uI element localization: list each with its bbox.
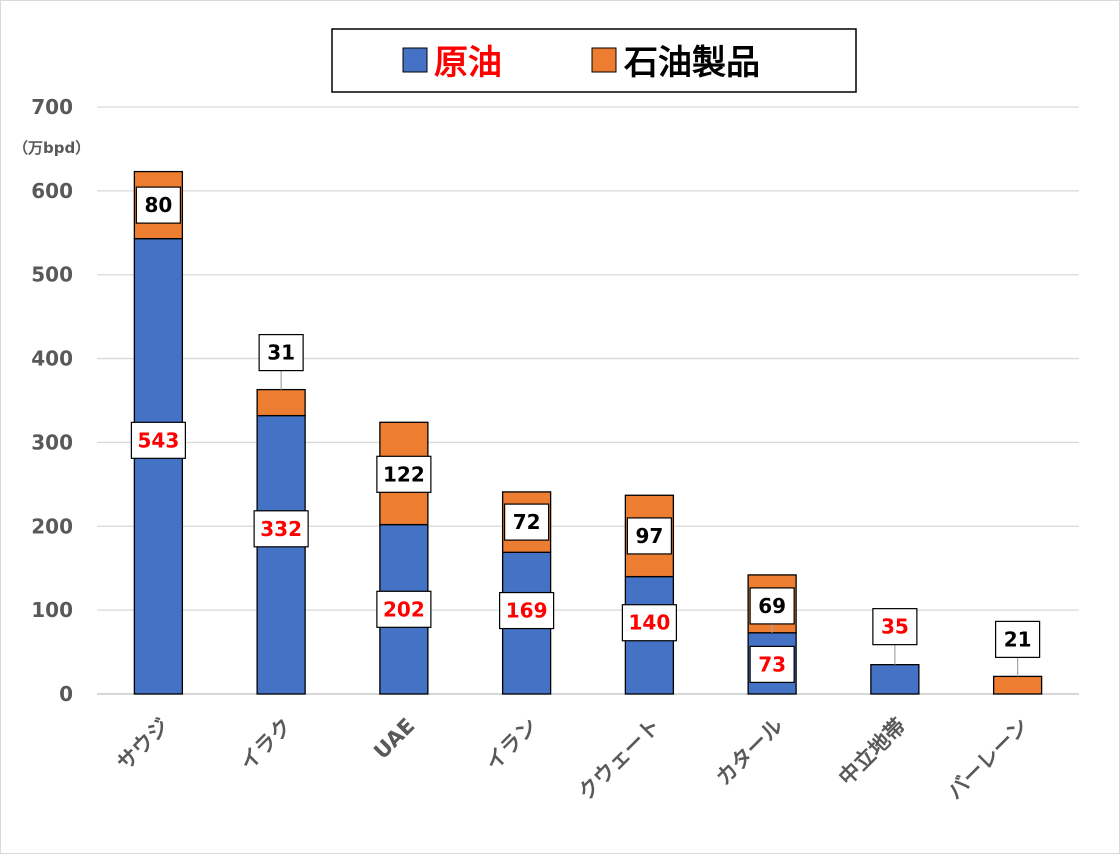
data-label-products: 72 bbox=[513, 510, 541, 534]
x-tick-label: クウェート bbox=[574, 714, 665, 805]
y-tick-label: 300 bbox=[31, 430, 73, 454]
legend-swatch-crude bbox=[402, 47, 428, 73]
data-label-products: 97 bbox=[635, 524, 663, 548]
x-axis: サウジ イラク UAE イラン クウェート カタール 中立地帯 バーレーン bbox=[112, 714, 1033, 805]
data-label-crude: 140 bbox=[629, 611, 671, 635]
y-tick-label: 600 bbox=[31, 179, 73, 203]
data-label-crude-box bbox=[253, 510, 309, 548]
data-label-crude-box bbox=[872, 608, 918, 646]
data-label-crude-box bbox=[621, 604, 677, 642]
x-tick-label: イラク bbox=[235, 714, 297, 776]
legend-label-crude: 原油 bbox=[434, 43, 502, 83]
data-label-products: 80 bbox=[144, 193, 172, 217]
y-tick-label: 0 bbox=[59, 682, 73, 706]
data-label-products: 31 bbox=[267, 341, 295, 365]
x-tick-label: イラン bbox=[481, 714, 543, 776]
data-label-products-box bbox=[995, 620, 1041, 658]
data-label-crude-box bbox=[130, 421, 186, 459]
data-label-crude: 169 bbox=[506, 599, 548, 623]
y-tick-label: 400 bbox=[31, 347, 73, 371]
data-label-products-box bbox=[376, 455, 432, 493]
data-label-crude: 543 bbox=[138, 428, 180, 452]
y-tick-label: 700 bbox=[31, 95, 73, 119]
legend-swatch-products bbox=[591, 47, 617, 73]
x-tick-label: サウジ bbox=[112, 714, 174, 776]
bar-products bbox=[992, 675, 1043, 695]
data-label-products-box bbox=[504, 503, 550, 541]
bar-crude bbox=[870, 664, 920, 695]
x-tick-label: 中立地帯 bbox=[834, 714, 910, 790]
data-label-crude: 332 bbox=[260, 517, 302, 541]
data-label-crude: 202 bbox=[383, 597, 425, 621]
data-label-crude: 35 bbox=[881, 615, 909, 639]
data-label-crude-box bbox=[499, 591, 555, 630]
data-labels: 543 80 332 31 202 122 169 72 140 97 73 69 35 21 bbox=[130, 186, 1041, 683]
data-label-products-box bbox=[749, 587, 795, 625]
legend-label-products: 石油製品 bbox=[623, 43, 760, 83]
data-label-products-box bbox=[626, 517, 672, 555]
data-label-crude-box bbox=[376, 590, 432, 628]
y-tick-label: 500 bbox=[31, 263, 73, 287]
data-label-crude-box bbox=[749, 645, 795, 683]
bar-crude bbox=[133, 238, 184, 695]
data-label-products: 122 bbox=[383, 462, 425, 486]
bar-products bbox=[256, 388, 306, 417]
legend: 原油 石油製品 bbox=[331, 28, 857, 93]
y-axis: 0 100 200 300 400 500 600 700 （万bpd） bbox=[13, 95, 90, 706]
x-tick-label: バーレーン bbox=[943, 714, 1033, 804]
data-label-crude: 73 bbox=[758, 652, 786, 676]
data-label-products-box bbox=[135, 186, 181, 224]
x-tick-label: UAE bbox=[369, 714, 419, 764]
gridlines bbox=[97, 106, 1079, 695]
y-tick-label: 200 bbox=[31, 514, 73, 538]
x-tick-label: カタール bbox=[711, 714, 787, 790]
data-label-products: 69 bbox=[758, 594, 786, 618]
data-label-products: 21 bbox=[1004, 627, 1032, 651]
y-tick-label: 100 bbox=[31, 598, 73, 622]
data-label-products-box bbox=[258, 333, 304, 372]
bar-crude bbox=[256, 414, 306, 695]
y-unit-label: （万bpd） bbox=[13, 139, 90, 157]
